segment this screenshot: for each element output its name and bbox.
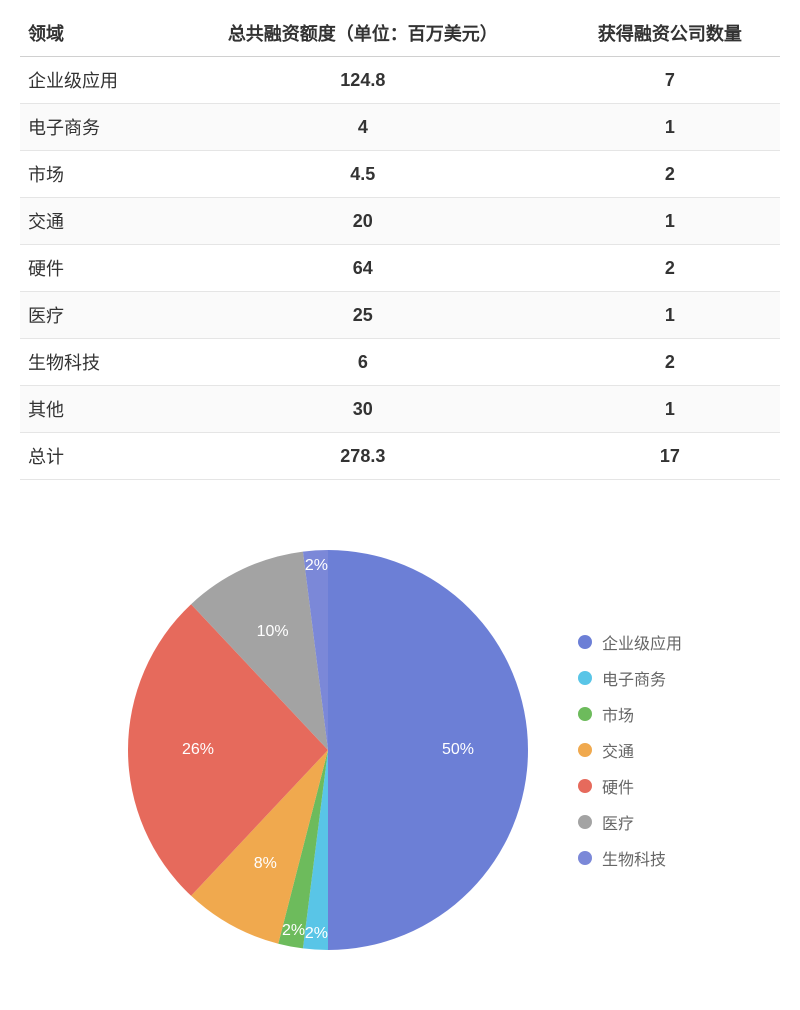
legend-item: 生物科技	[578, 846, 682, 870]
cell-amount: 25	[166, 292, 560, 339]
col-header-amount: 总共融资额度（单位：百万美元）	[166, 10, 560, 57]
cell-count: 1	[560, 292, 780, 339]
cell-amount: 64	[166, 245, 560, 292]
legend-item: 医疗	[578, 810, 682, 834]
legend-item: 市场	[578, 702, 682, 726]
cell-count: 17	[560, 433, 780, 480]
pie-slice-label: 50%	[442, 741, 474, 759]
legend-swatch-icon	[578, 815, 592, 829]
pie-slice-label: 8%	[254, 855, 277, 873]
cell-count: 2	[560, 151, 780, 198]
table-row: 交通201	[20, 198, 780, 245]
cell-count: 1	[560, 198, 780, 245]
table-row: 电子商务41	[20, 104, 780, 151]
pie-slice-label: 10%	[257, 623, 289, 641]
table-row: 医疗251	[20, 292, 780, 339]
legend-swatch-icon	[578, 851, 592, 865]
cell-amount: 4.5	[166, 151, 560, 198]
legend-swatch-icon	[578, 743, 592, 757]
cell-domain: 交通	[20, 198, 166, 245]
legend-label: 市场	[602, 702, 634, 726]
cell-amount: 278.3	[166, 433, 560, 480]
table-body: 企业级应用124.87电子商务41市场4.52交通201硬件642医疗251生物…	[20, 57, 780, 480]
cell-count: 1	[560, 104, 780, 151]
pie-slice-label: 26%	[182, 741, 214, 759]
legend-item: 交通	[578, 738, 682, 762]
cell-domain: 市场	[20, 151, 166, 198]
legend-label: 硬件	[602, 774, 634, 798]
cell-amount: 6	[166, 339, 560, 386]
cell-amount: 4	[166, 104, 560, 151]
legend-label: 医疗	[602, 810, 634, 834]
table-row: 硬件642	[20, 245, 780, 292]
table-header-row: 领域 总共融资额度（单位：百万美元） 获得融资公司数量	[20, 10, 780, 57]
col-header-domain: 领域	[20, 10, 166, 57]
funding-table: 领域 总共融资额度（单位：百万美元） 获得融资公司数量 企业级应用124.87电…	[20, 10, 780, 480]
legend-item: 电子商务	[578, 666, 682, 690]
cell-amount: 124.8	[166, 57, 560, 104]
table-row: 市场4.52	[20, 151, 780, 198]
pie-slice-label: 2%	[305, 557, 328, 575]
cell-domain: 企业级应用	[20, 57, 166, 104]
legend-label: 生物科技	[602, 846, 666, 870]
cell-domain: 硬件	[20, 245, 166, 292]
legend-swatch-icon	[578, 671, 592, 685]
cell-amount: 20	[166, 198, 560, 245]
table-row: 总计278.317	[20, 433, 780, 480]
legend-item: 硬件	[578, 774, 682, 798]
pie-slice-label: 2%	[305, 925, 328, 943]
cell-count: 2	[560, 339, 780, 386]
table-row: 企业级应用124.87	[20, 57, 780, 104]
legend-label: 电子商务	[602, 666, 666, 690]
cell-domain: 其他	[20, 386, 166, 433]
cell-count: 1	[560, 386, 780, 433]
pie-slice	[328, 550, 528, 950]
legend-label: 交通	[602, 738, 634, 762]
cell-domain: 总计	[20, 433, 166, 480]
col-header-count: 获得融资公司数量	[560, 10, 780, 57]
pie-chart: 50%2%2%8%26%10%2%	[118, 540, 538, 960]
legend-swatch-icon	[578, 707, 592, 721]
cell-domain: 电子商务	[20, 104, 166, 151]
table-row: 生物科技62	[20, 339, 780, 386]
cell-count: 7	[560, 57, 780, 104]
legend-swatch-icon	[578, 779, 592, 793]
cell-domain: 生物科技	[20, 339, 166, 386]
cell-amount: 30	[166, 386, 560, 433]
legend-item: 企业级应用	[578, 630, 682, 654]
cell-count: 2	[560, 245, 780, 292]
legend-label: 企业级应用	[602, 630, 682, 654]
legend-swatch-icon	[578, 635, 592, 649]
table-row: 其他301	[20, 386, 780, 433]
cell-domain: 医疗	[20, 292, 166, 339]
pie-legend: 企业级应用电子商务市场交通硬件医疗生物科技	[578, 630, 682, 870]
chart-area: 50%2%2%8%26%10%2% 企业级应用电子商务市场交通硬件医疗生物科技	[20, 520, 780, 1000]
pie-slice-label: 2%	[282, 922, 305, 940]
